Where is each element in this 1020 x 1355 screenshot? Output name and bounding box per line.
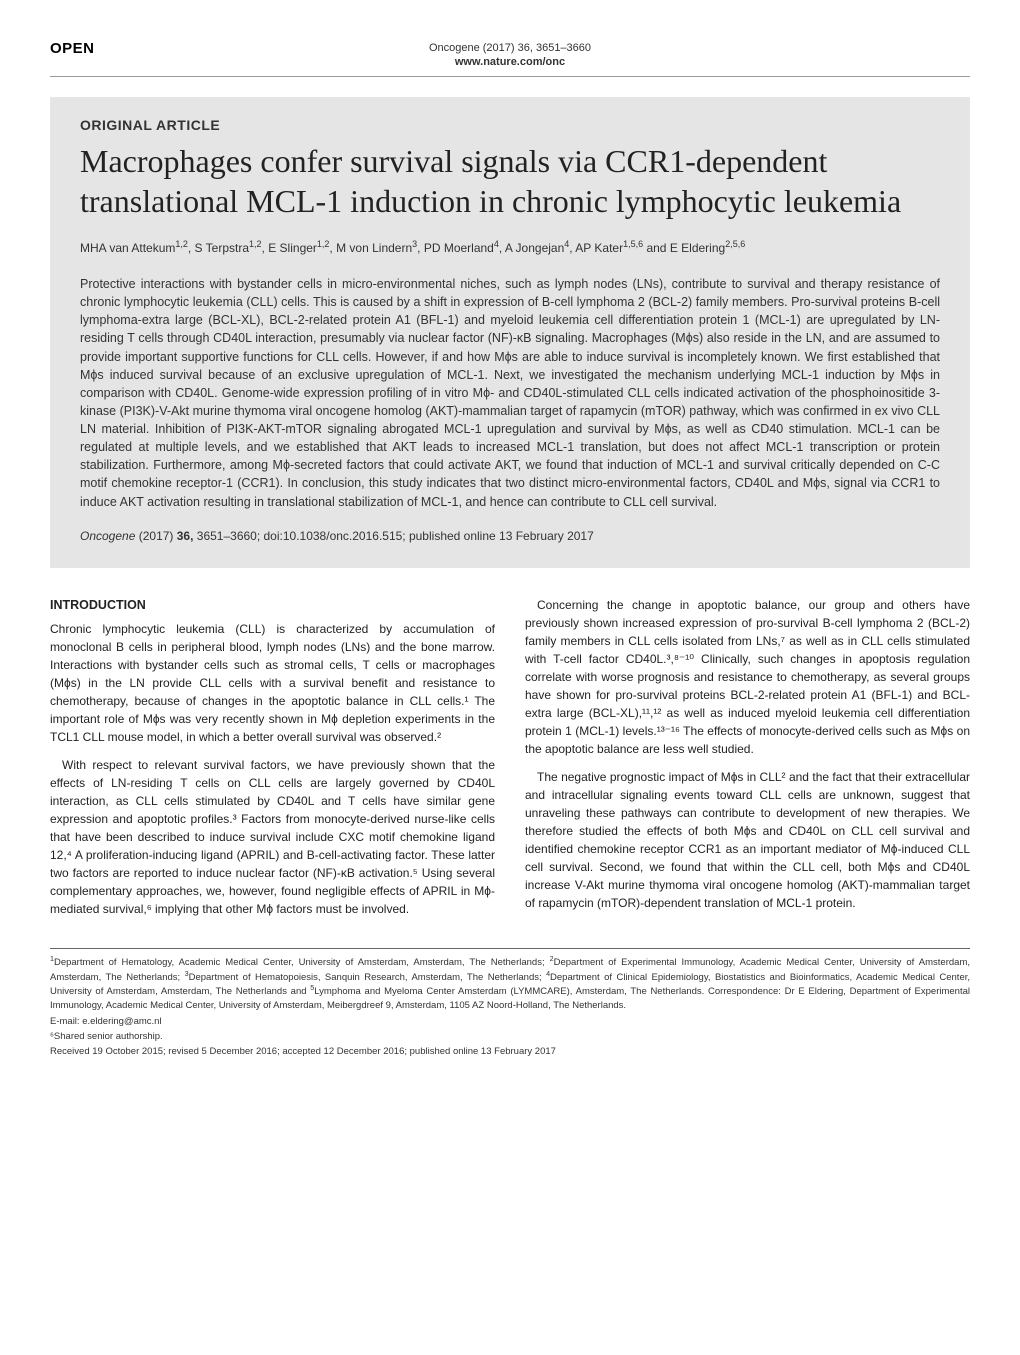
shared-authorship: ⁶Shared senior authorship.	[50, 1031, 970, 1042]
intro-para-1: Chronic lymphocytic leukemia (CLL) is ch…	[50, 620, 495, 746]
left-column: INTRODUCTION Chronic lymphocytic leukemi…	[50, 596, 495, 929]
citation: Oncogene (2017) 36, 3651–3660; doi:10.10…	[80, 529, 940, 543]
intro-para-4: The negative prognostic impact of Mϕs in…	[525, 768, 970, 912]
footer-divider	[50, 948, 970, 949]
right-column: Concerning the change in apoptotic balan…	[525, 596, 970, 929]
article-type: ORIGINAL ARTICLE	[80, 117, 940, 133]
affiliations: 1Department of Hematology, Academic Medi…	[50, 955, 970, 1012]
header-divider	[50, 76, 970, 77]
article-header-block: ORIGINAL ARTICLE Macrophages confer surv…	[50, 97, 970, 568]
journal-meta: Oncogene (2017) 36, 3651–3660	[50, 42, 970, 54]
received-line: Received 19 October 2015; revised 5 Dece…	[50, 1046, 970, 1057]
introduction-heading: INTRODUCTION	[50, 596, 495, 615]
intro-para-3: Concerning the change in apoptotic balan…	[525, 596, 970, 758]
correspondence-email: E-mail: e.eldering@amc.nl	[50, 1016, 970, 1027]
body-columns: INTRODUCTION Chronic lymphocytic leukemi…	[50, 596, 970, 929]
article-title: Macrophages confer survival signals via …	[80, 141, 940, 221]
abstract: Protective interactions with bystander c…	[80, 275, 940, 511]
intro-para-2: With respect to relevant survival factor…	[50, 756, 495, 918]
journal-url: www.nature.com/onc	[50, 56, 970, 68]
authors-line: MHA van Attekum1,2, S Terpstra1,2, E Sli…	[80, 239, 940, 255]
